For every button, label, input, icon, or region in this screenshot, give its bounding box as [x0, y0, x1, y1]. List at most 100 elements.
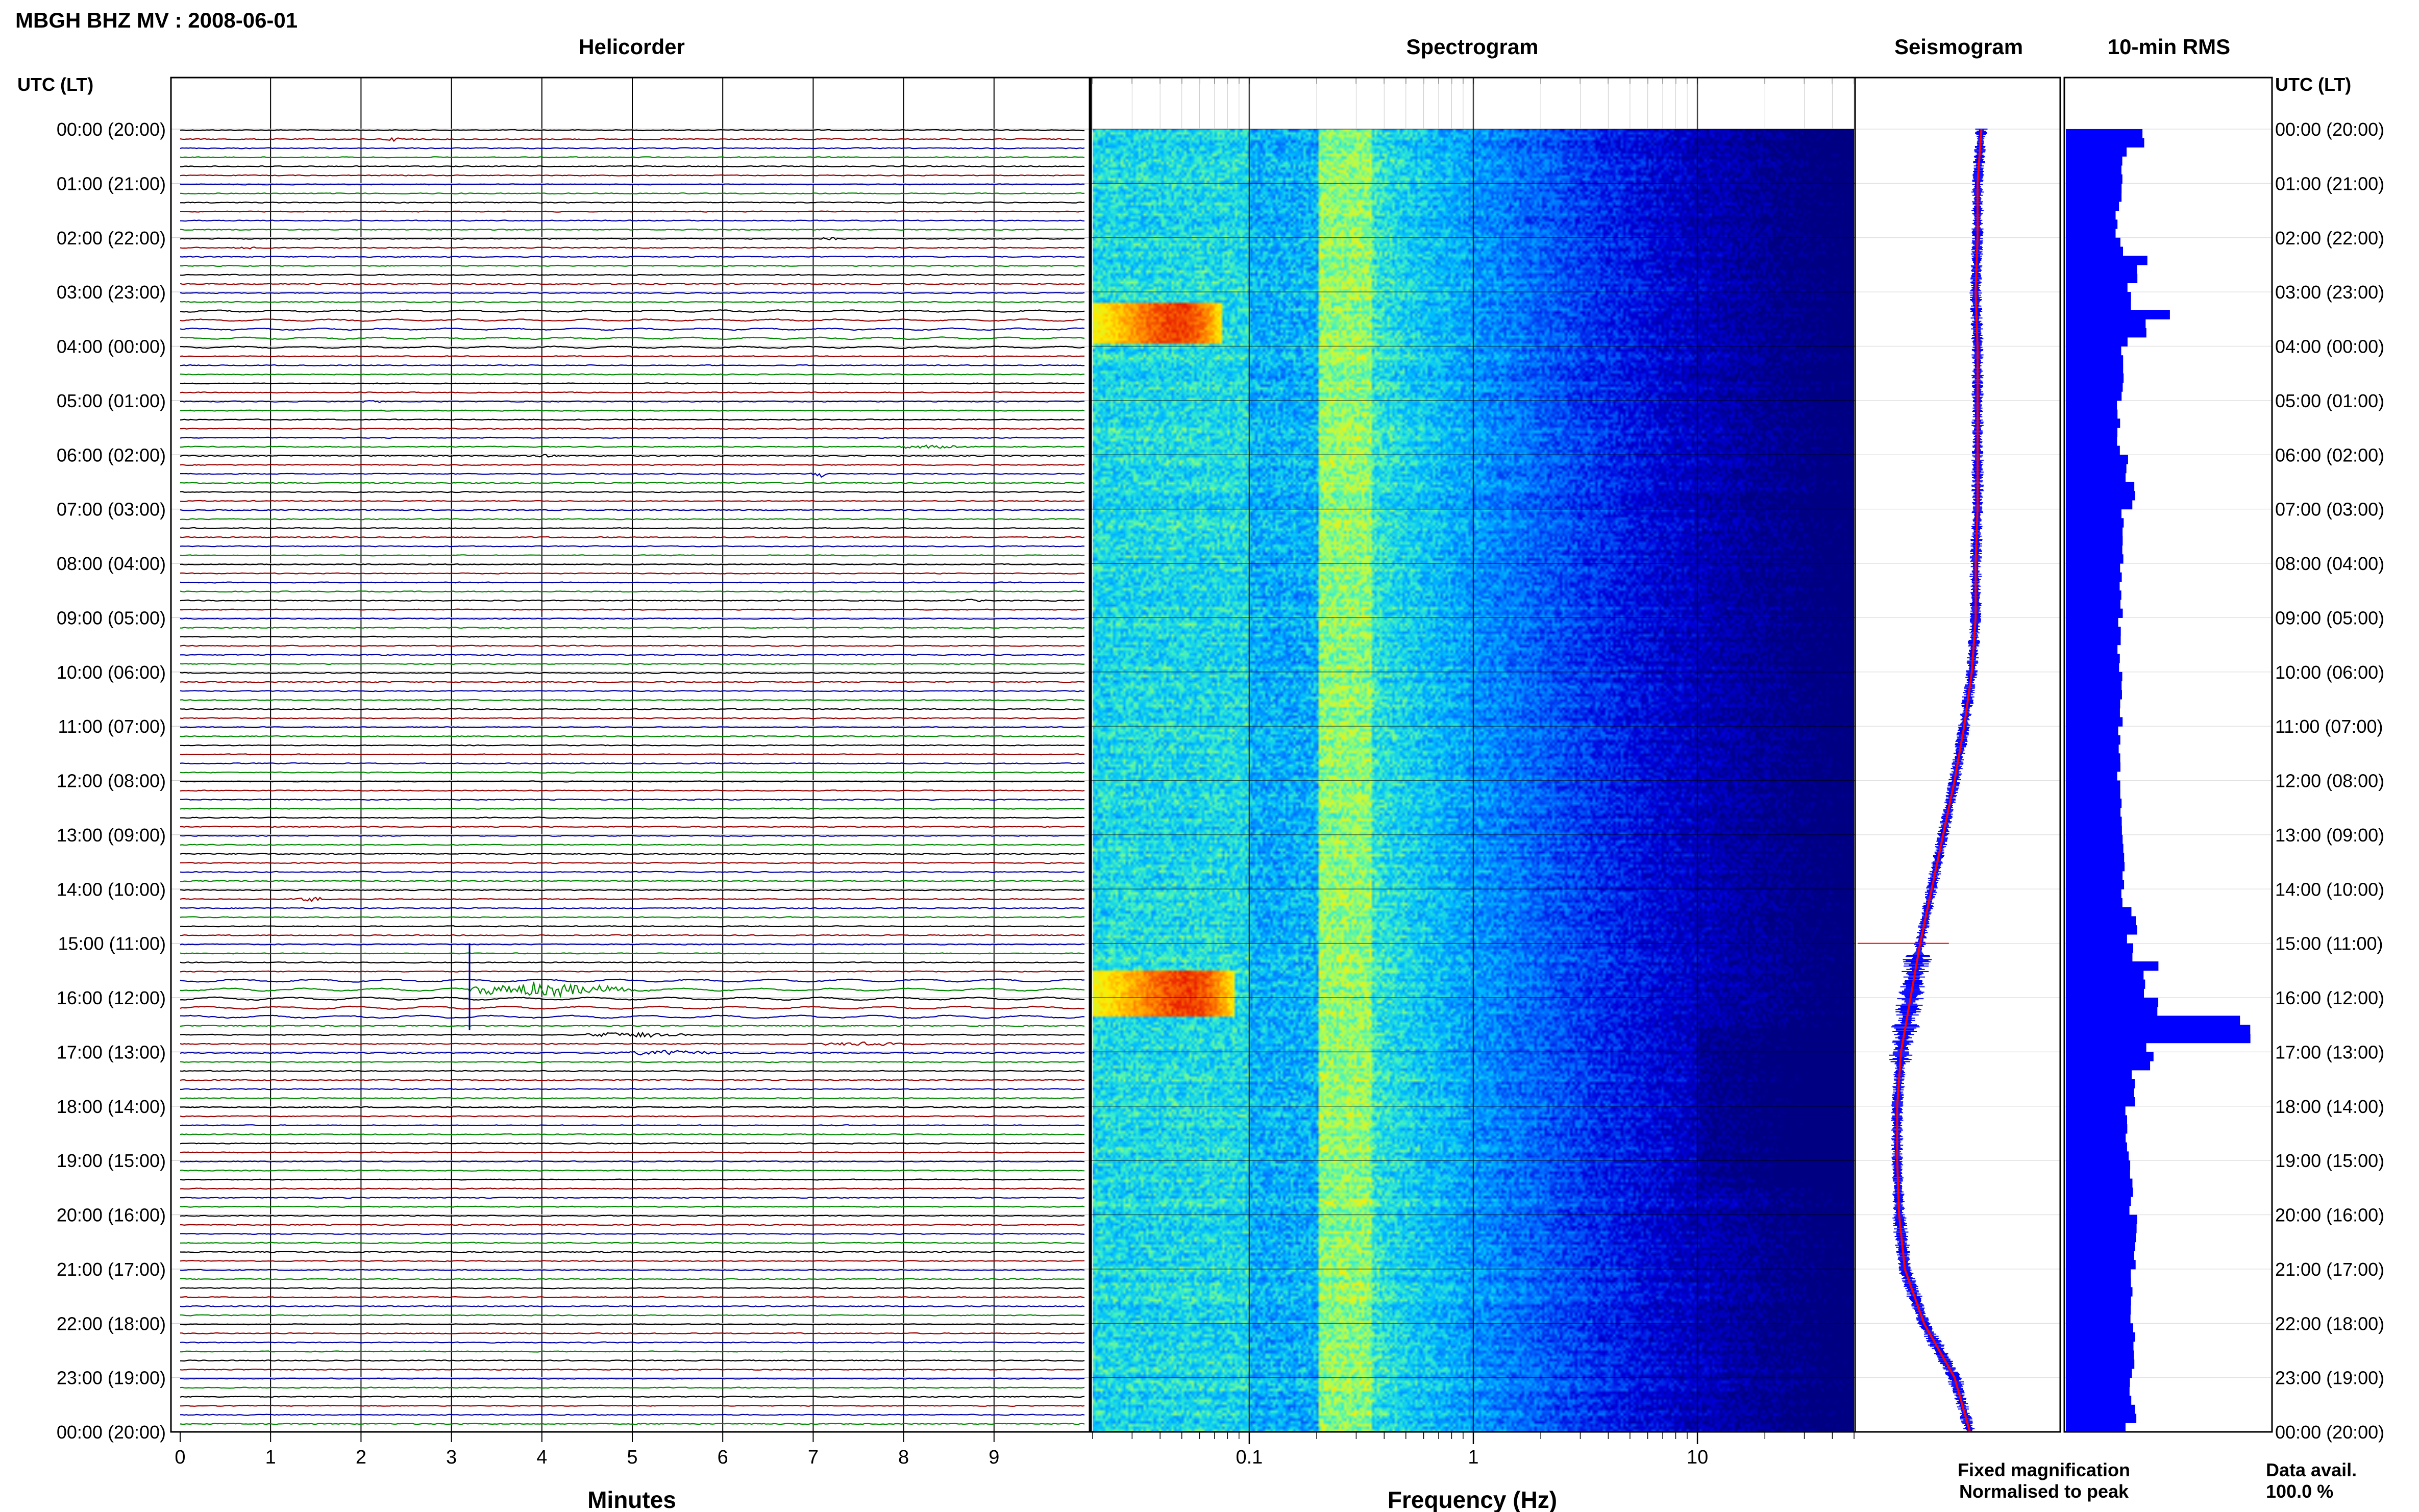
- helicorder-trace: [180, 1014, 1085, 1019]
- time-label-right: 20:00 (16:00): [2275, 1205, 2384, 1226]
- helicorder-trace: [180, 563, 1085, 566]
- rms-bar: [2066, 690, 2122, 700]
- time-label-left: 11:00 (07:00): [58, 716, 166, 737]
- time-label-right: 00:00 (20:00): [2275, 1422, 2384, 1443]
- rms-bar: [2066, 536, 2123, 546]
- rms-bar: [2066, 880, 2125, 889]
- helicorder-trace: [180, 717, 1085, 720]
- helicorder-trace: [180, 1169, 1085, 1172]
- helicorder-trace: [180, 825, 1085, 828]
- helicorder-trace: [180, 590, 1085, 593]
- helicorder-trace: [180, 554, 1085, 557]
- helicorder-trace: [180, 129, 1084, 132]
- rms-bar: [2066, 816, 2122, 826]
- time-label-left: 02:00 (22:00): [57, 228, 166, 249]
- helicorder-trace: [180, 943, 1085, 946]
- rms-bar: [2066, 1323, 2133, 1333]
- rms-bar: [2066, 1260, 2136, 1270]
- rms-bar: [2066, 916, 2136, 926]
- rms-bar: [2066, 998, 2159, 1007]
- frequency-tick-label: 10: [1687, 1447, 1708, 1468]
- rms-bar: [2066, 771, 2117, 781]
- rms-bar: [2066, 445, 2120, 455]
- helicorder-trace: [180, 952, 1085, 955]
- rms-bar: [2066, 1404, 2135, 1415]
- helicorder-trace: [180, 1106, 1085, 1108]
- helicorder-trace: [180, 1133, 1085, 1136]
- rms-bar: [2066, 1115, 2127, 1125]
- rms-bar: [2066, 165, 2121, 175]
- helicorder-trace: [180, 861, 1085, 864]
- rms-bar: [2066, 219, 2118, 229]
- time-label-right: 19:00 (15:00): [2275, 1150, 2384, 1171]
- rms-bar: [2066, 174, 2122, 184]
- helicorder-trace: [180, 545, 1085, 548]
- helicorder-trace: [180, 635, 1085, 638]
- helicorder-trace: [180, 1088, 1084, 1090]
- time-label-left: 19:00 (15:00): [57, 1150, 166, 1171]
- time-label-right: 22:00 (18:00): [2275, 1313, 2384, 1334]
- rms-bar: [2066, 907, 2132, 917]
- helicorder-trace: [180, 327, 1085, 331]
- rms-bar: [2066, 1025, 2251, 1034]
- rms-bar: [2066, 581, 2120, 591]
- rms-plot: [2063, 77, 2273, 1433]
- helicorder-trace: [180, 518, 1085, 520]
- helicorder-trace: [180, 599, 1084, 603]
- utc-header-left: UTC (LT): [17, 74, 93, 95]
- rms-bar: [2066, 925, 2137, 935]
- rms-bar: [2066, 735, 2120, 745]
- minute-tick-label: 2: [356, 1447, 366, 1468]
- helicorder-plot: [170, 77, 1091, 1433]
- time-label-right: 07:00 (03:00): [2275, 499, 2384, 520]
- time-label-right: 06:00 (02:00): [2275, 444, 2384, 465]
- rms-bar: [2066, 301, 2131, 311]
- rms-bar: [2066, 1278, 2131, 1287]
- frequency-tick-label: 0.1: [1236, 1447, 1263, 1468]
- rms-bar: [2066, 1314, 2131, 1324]
- rms-bar: [2066, 672, 2122, 682]
- time-label-right: 00:00 (20:00): [2275, 119, 2384, 140]
- rms-bar: [2066, 1350, 2134, 1360]
- time-label-right: 17:00 (13:00): [2275, 1042, 2384, 1062]
- rms-bar: [2066, 871, 2123, 881]
- helicorder-trace: [180, 274, 1085, 276]
- helicorder-trace: [180, 1178, 1085, 1181]
- time-label-left: 06:00 (02:00): [57, 444, 166, 465]
- rms-bar: [2066, 328, 2146, 338]
- helicorder-trace: [180, 400, 1085, 403]
- rms-bar: [2066, 663, 2119, 673]
- helicorder-trace: [180, 1042, 1084, 1046]
- rms-bar: [2066, 1359, 2135, 1369]
- helicorder-trace: [180, 1151, 1085, 1154]
- rms-bar: [2066, 1187, 2133, 1197]
- rms-title: 10-min RMS: [2108, 35, 2230, 59]
- rms-bar: [2066, 1160, 2131, 1170]
- time-label-left: 16:00 (12:00): [57, 987, 166, 1008]
- rms-bar: [2066, 183, 2122, 193]
- rms-bar: [2066, 455, 2128, 464]
- rms-bar: [2066, 762, 2120, 772]
- time-label-right: 12:00 (08:00): [2275, 771, 2384, 791]
- rms-bar: [2066, 473, 2126, 483]
- rms-bar: [2066, 237, 2120, 247]
- helicorder-trace: [180, 246, 1085, 250]
- legend-normalised-to-peak: Normalised to peak: [1959, 1481, 2129, 1502]
- time-label-left: 21:00 (17:00): [57, 1259, 166, 1280]
- helicorder-trace: [180, 1386, 1085, 1389]
- rms-bar: [2066, 708, 2120, 717]
- helicorder-trace: [180, 1287, 1085, 1290]
- helicorder-trace: [180, 1061, 1085, 1063]
- rms-bar: [2066, 952, 2133, 962]
- time-label-right: 04:00 (00:00): [2275, 336, 2384, 357]
- rms-bar: [2066, 436, 2117, 447]
- helicorder-trace: [180, 264, 1085, 267]
- helicorder-trace: [180, 409, 1085, 412]
- rms-bar: [2066, 1242, 2135, 1252]
- helicorder-trace: [180, 654, 1085, 656]
- helicorder-trace: [180, 364, 1085, 367]
- helicorder-trace: [180, 672, 1085, 674]
- rms-bar: [2066, 283, 2128, 292]
- time-label-left: 12:00 (08:00): [57, 771, 166, 791]
- helicorder-trace: [180, 1278, 1085, 1280]
